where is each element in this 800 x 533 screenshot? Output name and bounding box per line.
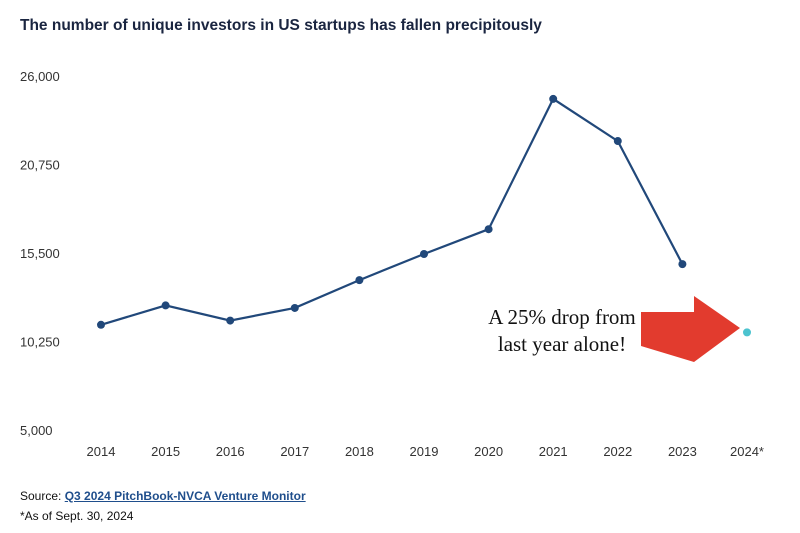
data-point bbox=[97, 320, 105, 329]
source-prefix: Source: bbox=[20, 489, 65, 503]
y-axis: 5,000 10,250 15,500 20,750 26,000 bbox=[20, 69, 60, 438]
footnote: *As of Sept. 30, 2024 bbox=[20, 509, 134, 523]
x-tick-label: 2024* bbox=[730, 444, 764, 459]
y-tick-label: 15,500 bbox=[20, 246, 60, 261]
data-point bbox=[290, 303, 299, 312]
x-tick-label: 2020 bbox=[474, 444, 503, 459]
data-point bbox=[161, 301, 170, 310]
data-point bbox=[226, 316, 235, 325]
data-point bbox=[484, 225, 493, 234]
data-point bbox=[678, 260, 687, 269]
red-arrow-icon bbox=[641, 296, 740, 362]
y-tick-label: 5,000 bbox=[20, 423, 53, 438]
data-point bbox=[613, 137, 622, 146]
data-point bbox=[355, 276, 364, 285]
annotation-line-2: last year alone! bbox=[498, 332, 626, 356]
x-axis: 2014 2015 2016 2017 2018 2019 2020 2021 2022 2023… bbox=[87, 444, 764, 459]
x-tick-label: 2022 bbox=[603, 444, 632, 459]
x-tick-label: 2016 bbox=[216, 444, 245, 459]
x-tick-label: 2019 bbox=[410, 444, 439, 459]
data-point bbox=[549, 94, 558, 103]
y-tick-label: 10,250 bbox=[20, 335, 60, 350]
data-points bbox=[97, 94, 751, 337]
y-tick-label: 26,000 bbox=[20, 69, 60, 84]
x-tick-label: 2014 bbox=[87, 444, 116, 459]
annotation-line-1: A 25% drop from bbox=[488, 305, 636, 329]
source-note: Source: Q3 2024 PitchBook-NVCA Venture M… bbox=[20, 489, 306, 503]
x-tick-label: 2021 bbox=[539, 444, 568, 459]
data-point-2024 bbox=[743, 328, 751, 337]
series-line-unique-investors bbox=[100, 97, 684, 326]
y-tick-label: 20,750 bbox=[20, 158, 60, 173]
x-tick-label: 2017 bbox=[280, 444, 309, 459]
x-tick-label: 2023 bbox=[668, 444, 697, 459]
x-tick-label: 2015 bbox=[151, 444, 180, 459]
x-tick-label: 2018 bbox=[345, 444, 374, 459]
chart-title: The number of unique investors in US sta… bbox=[20, 17, 542, 34]
source-link[interactable]: Q3 2024 PitchBook-NVCA Venture Monitor bbox=[64, 489, 306, 503]
data-point bbox=[420, 250, 428, 258]
